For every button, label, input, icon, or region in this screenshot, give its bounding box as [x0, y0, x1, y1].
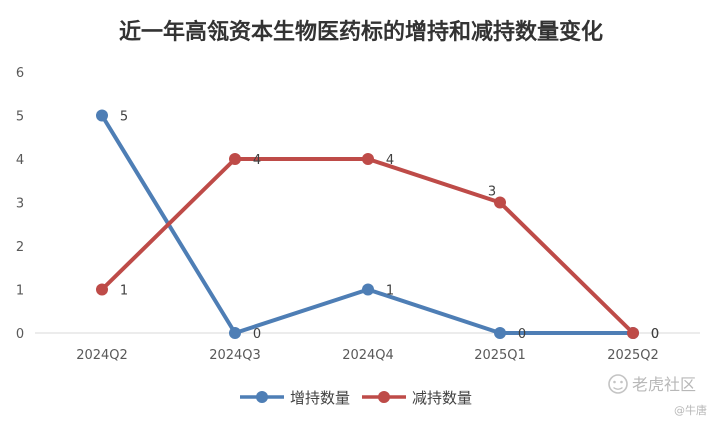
data-label: 1 — [120, 284, 128, 299]
data-label: 0 — [518, 327, 526, 342]
y-tick-label: 6 — [16, 66, 24, 81]
chart-title: 近一年高瓴资本生物医药标的增持和减持数量变化 — [119, 19, 603, 45]
watermark-brand: 老虎社区 — [632, 375, 696, 394]
x-tick-label: 2024Q3 — [209, 348, 261, 363]
data-label: 1 — [386, 284, 394, 299]
legend: 增持数量 减持数量 — [240, 389, 472, 407]
y-tick-label: 1 — [16, 284, 24, 299]
y-tick-label: 5 — [16, 110, 24, 125]
legend-label: 减持数量 — [412, 389, 472, 407]
tiger-logo-icon — [608, 374, 628, 394]
data-point — [362, 283, 374, 296]
y-tick-label: 4 — [16, 153, 24, 168]
watermark-author: @牛唐 — [674, 403, 707, 417]
x-tick-label: 2024Q4 — [342, 348, 394, 363]
data-label: 0 — [253, 327, 261, 342]
data-point — [229, 327, 241, 339]
y-tick-label: 0 — [16, 327, 24, 342]
data-label: 3 — [488, 185, 496, 200]
data-label: 5 — [120, 110, 128, 125]
data-point — [494, 327, 506, 339]
data-point — [362, 153, 374, 165]
legend-swatch-marker — [378, 391, 390, 403]
data-point — [494, 196, 506, 209]
x-tick-label: 2025Q1 — [474, 348, 526, 363]
x-tick-label: 2024Q2 — [76, 348, 128, 363]
y-tick-label: 2 — [16, 240, 24, 255]
data-point — [229, 153, 241, 165]
legend-item-0: 增持数量 — [240, 389, 350, 407]
x-axis: 2024Q2 2024Q3 2024Q4 2025Q1 2025Q2 — [76, 348, 659, 363]
legend-label: 增持数量 — [290, 389, 350, 407]
series-line-0 — [100, 113, 635, 335]
data-label: 4 — [386, 153, 394, 168]
data-label: 0 — [651, 327, 659, 342]
data-label: 4 — [253, 153, 261, 168]
y-tick-label: 3 — [16, 197, 24, 212]
legend-swatch-marker — [256, 391, 268, 403]
data-point — [96, 283, 108, 296]
data-point — [627, 327, 639, 339]
data-label: 0 — [651, 327, 659, 342]
y-axis: 0 1 2 3 4 5 6 — [16, 66, 24, 342]
x-tick-label: 2025Q2 — [607, 348, 659, 363]
legend-item-1: 减持数量 — [362, 389, 472, 407]
data-point — [96, 109, 108, 122]
watermark: 老虎社区 @牛唐 — [608, 374, 707, 417]
